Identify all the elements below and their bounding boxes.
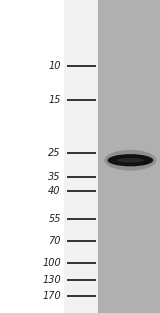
Text: 70: 70 xyxy=(48,236,61,246)
Text: 130: 130 xyxy=(42,275,61,285)
Text: 10: 10 xyxy=(48,61,61,71)
Ellipse shape xyxy=(117,158,144,163)
Text: 40: 40 xyxy=(48,186,61,196)
Text: 100: 100 xyxy=(42,258,61,268)
Text: 35: 35 xyxy=(48,172,61,182)
Text: 25: 25 xyxy=(48,148,61,158)
Text: 170: 170 xyxy=(42,291,61,301)
Text: 55: 55 xyxy=(48,214,61,224)
Bar xyxy=(98,0,160,313)
Ellipse shape xyxy=(108,154,153,167)
Bar xyxy=(64,0,98,313)
Ellipse shape xyxy=(104,150,156,171)
Text: 15: 15 xyxy=(48,95,61,105)
